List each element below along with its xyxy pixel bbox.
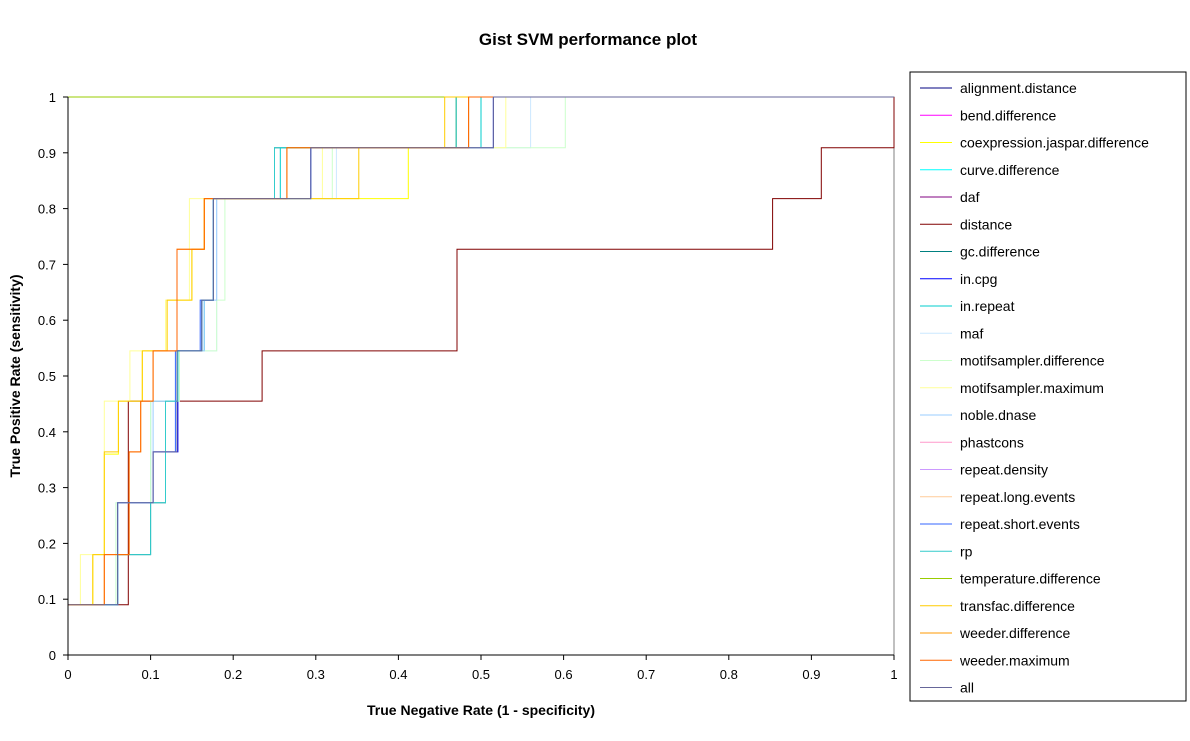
y-tick-label: 0.6: [38, 313, 56, 328]
y-tick-label: 0: [49, 648, 56, 663]
y-tick-label: 0.9: [38, 146, 56, 161]
legend-label: transfac.difference: [960, 598, 1075, 614]
y-axis-ticks: 0 0.1 0.2 0.3 0.4 0.5 0.6 0.7 0.8 0.9 1: [38, 90, 68, 663]
series-line-all: [67, 96, 894, 655]
x-tick-label: 0.9: [802, 667, 820, 682]
y-tick-label: 0.7: [38, 257, 56, 272]
x-tick-label: 0.6: [555, 667, 573, 682]
legend-label: repeat.density: [960, 462, 1048, 478]
x-tick-label: 0.5: [472, 667, 490, 682]
y-tick-label: 0.4: [38, 425, 56, 440]
series-line-weeder-maximum: [67, 96, 894, 655]
plot-area: [67, 96, 895, 656]
y-tick-label: 0.3: [38, 481, 56, 496]
x-tick-label: 0.8: [720, 667, 738, 682]
legend-entries: alignment.distance bend.difference coexpre…: [920, 80, 1149, 696]
y-tick-label: 0.5: [38, 369, 56, 384]
y-tick-label: 0.2: [38, 536, 56, 551]
x-tick-label: 0.3: [307, 667, 325, 682]
legend-label: curve.difference: [960, 162, 1060, 178]
legend-label: weeder.difference: [959, 625, 1070, 641]
y-tick-label: 0.1: [38, 592, 56, 607]
legend-label: gc.difference: [960, 244, 1040, 260]
legend-label: motifsampler.difference: [960, 353, 1105, 369]
legend-label: bend.difference: [960, 107, 1056, 123]
legend-label: daf: [960, 189, 980, 205]
legend-label: temperature.difference: [960, 571, 1101, 587]
legend-label: coexpression.jaspar.difference: [960, 135, 1149, 151]
chart-title: Gist SVM performance plot: [479, 30, 698, 49]
y-axis-label: True Positive Rate (sensitivity): [7, 274, 23, 477]
x-tick-label: 0.1: [142, 667, 160, 682]
legend-label: repeat.long.events: [960, 489, 1075, 505]
x-tick-label: 0.2: [224, 667, 242, 682]
legend-label: alignment.distance: [960, 80, 1077, 96]
legend-label: all: [960, 680, 974, 696]
legend-label: distance: [960, 216, 1012, 232]
y-tick-label: 1: [49, 90, 56, 105]
series-line-distance: [67, 97, 895, 655]
legend-label: rp: [960, 543, 973, 559]
y-tick-label: 0.8: [38, 202, 56, 217]
legend-label: in.cpg: [960, 271, 997, 287]
x-tick-label: 0.7: [637, 667, 655, 682]
legend-label: in.repeat: [960, 298, 1015, 314]
legend-label: repeat.short.events: [960, 516, 1080, 532]
x-tick-label: 0.4: [389, 667, 407, 682]
legend-label: weeder.maximum: [959, 652, 1070, 668]
legend-label: phastcons: [960, 434, 1024, 450]
legend-label: noble.dnase: [960, 407, 1037, 423]
x-axis-ticks: 0 0.1 0.2 0.3 0.4 0.5 0.6 0.7 0.8 0.9 1: [64, 655, 898, 682]
x-axis-label: True Negative Rate (1 - specificity): [367, 702, 595, 718]
legend: [909, 71, 1187, 702]
x-tick-label: 0: [64, 667, 71, 682]
legend-label: motifsampler.maximum: [960, 380, 1104, 396]
legend-label: maf: [960, 325, 983, 341]
x-tick-label: 1: [890, 667, 897, 682]
